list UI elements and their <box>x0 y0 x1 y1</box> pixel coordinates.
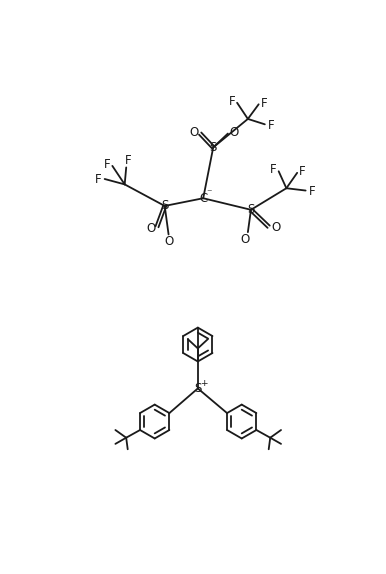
Text: F: F <box>229 95 235 108</box>
Text: O: O <box>165 235 174 248</box>
Text: S: S <box>247 203 255 216</box>
Text: F: F <box>125 154 132 167</box>
Text: F: F <box>104 158 110 171</box>
Text: O: O <box>190 126 199 139</box>
Text: F: F <box>95 173 102 186</box>
Text: S: S <box>194 382 201 395</box>
Text: S: S <box>210 141 217 154</box>
Text: +: + <box>200 378 208 387</box>
Text: F: F <box>309 185 316 198</box>
Text: O: O <box>146 222 156 235</box>
Text: O: O <box>271 221 280 234</box>
Text: F: F <box>261 97 267 110</box>
Text: ⁻: ⁻ <box>207 189 212 199</box>
Text: C: C <box>199 192 207 205</box>
Text: O: O <box>229 126 239 139</box>
Text: O: O <box>240 232 249 246</box>
Text: F: F <box>267 119 274 131</box>
Text: S: S <box>161 199 168 212</box>
Text: F: F <box>299 165 306 178</box>
Text: F: F <box>270 163 277 176</box>
